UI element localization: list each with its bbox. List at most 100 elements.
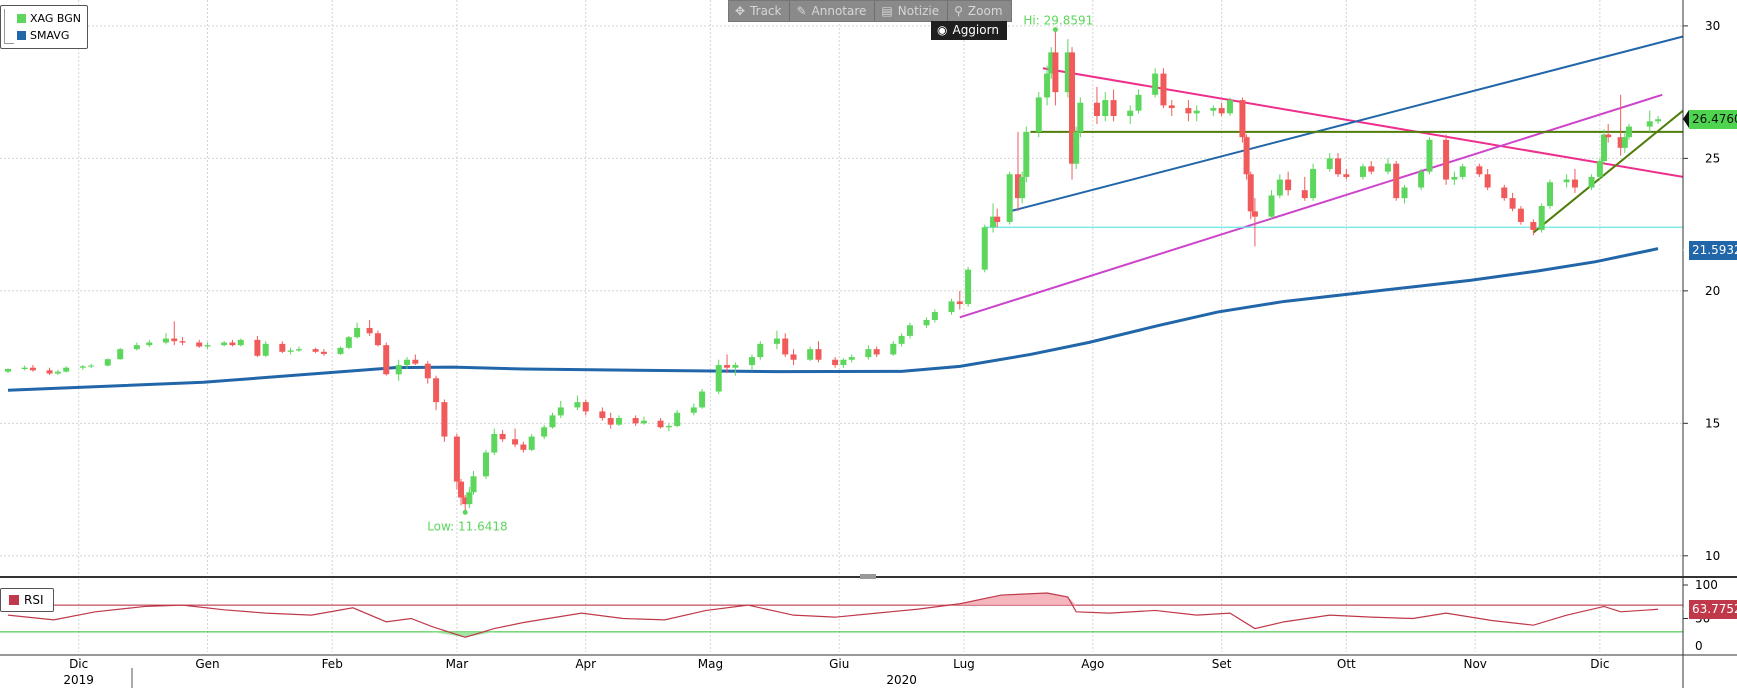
- candle-body: [1218, 108, 1225, 114]
- candle-body: [63, 367, 70, 372]
- candle: [1546, 179, 1553, 209]
- annotate-button[interactable]: ✎ Annotare: [790, 1, 876, 21]
- candle: [607, 412, 614, 429]
- candle-body: [1160, 73, 1167, 106]
- candle-body: [1451, 176, 1458, 180]
- candle: [21, 365, 28, 371]
- news-button[interactable]: ▤ Notizie: [875, 1, 949, 21]
- candle: [773, 330, 780, 350]
- candle: [1571, 168, 1578, 193]
- price-tick-label: 20: [1705, 284, 1720, 298]
- candle: [46, 367, 53, 376]
- candle: [965, 267, 972, 307]
- candle: [1517, 206, 1524, 225]
- candle: [1064, 39, 1071, 98]
- candle-body: [1251, 211, 1258, 217]
- candle: [1509, 192, 1516, 212]
- candle: [104, 358, 111, 367]
- candle: [29, 365, 36, 372]
- candle-body: [1127, 110, 1134, 116]
- high-marker: [1052, 27, 1058, 33]
- refresh-button[interactable]: ◉ Aggiorn: [931, 21, 1007, 40]
- candle: [1127, 105, 1134, 124]
- last-sma-value: 21.5932: [1692, 243, 1737, 257]
- candle-body: [1621, 137, 1628, 148]
- zoom-button[interactable]: ⚲ Zoom: [948, 1, 1010, 21]
- candle-body: [1077, 102, 1084, 132]
- candle: [690, 403, 697, 416]
- candle-body: [462, 497, 469, 505]
- candle-body: [5, 369, 11, 372]
- candle: [1093, 86, 1100, 124]
- candle-body: [1006, 174, 1013, 222]
- candle-body: [865, 349, 872, 358]
- candle-body: [732, 365, 739, 368]
- candle: [345, 335, 352, 350]
- month-label: Mag: [698, 657, 723, 671]
- magnifier-icon: ⚲: [954, 4, 963, 18]
- rsi-line: [7, 592, 1659, 638]
- candle-body: [931, 312, 938, 320]
- candle: [466, 486, 473, 509]
- candle-body: [541, 427, 548, 437]
- candle: [1251, 198, 1258, 247]
- candle-body: [179, 341, 186, 343]
- candle-body: [981, 227, 988, 270]
- candle: [1110, 89, 1117, 122]
- candle: [1501, 184, 1508, 201]
- candle-body: [1335, 158, 1342, 175]
- low-annotation: Low: 11.6418: [427, 519, 507, 533]
- month-label: Gen: [195, 657, 219, 671]
- low-marker: [462, 509, 468, 515]
- candle: [54, 369, 61, 376]
- grid-layer: [0, 0, 1683, 652]
- candle-body: [1326, 158, 1333, 169]
- candle: [990, 203, 997, 233]
- candle: [171, 321, 178, 346]
- candle-body: [1596, 161, 1603, 177]
- candle-body: [607, 418, 614, 425]
- text-layer: Dic Gen Feb Mar Apr Mag Giu Lug Ago Set Ott Nov Dic 2…: [63, 14, 1609, 687]
- candle: [287, 347, 294, 355]
- candle-body: [312, 349, 319, 352]
- candle: [1268, 190, 1275, 220]
- candle: [1044, 65, 1051, 106]
- candle-body: [773, 338, 780, 344]
- price-legend[interactable]: XAG BGN SMAVG: [0, 5, 88, 49]
- candle: [1239, 97, 1246, 143]
- legend-entry-xag[interactable]: XAG BGN: [17, 11, 81, 25]
- candle-body: [1035, 97, 1042, 132]
- candle: [88, 363, 95, 369]
- candle: [1401, 184, 1408, 204]
- candle-body: [1546, 182, 1553, 207]
- candle: [898, 333, 905, 347]
- candle: [557, 400, 564, 419]
- candle-body: [1605, 134, 1612, 138]
- legend-entry-smavg[interactable]: SMAVG: [17, 28, 69, 42]
- candle: [1393, 161, 1400, 201]
- month-label: Mar: [446, 657, 469, 671]
- candle: [599, 407, 606, 421]
- candle: [1451, 171, 1458, 185]
- candle: [782, 333, 789, 358]
- candle-body: [295, 349, 302, 351]
- candle: [665, 423, 672, 432]
- candle: [1443, 134, 1450, 185]
- candle: [1343, 168, 1350, 180]
- candle-body: [965, 269, 972, 305]
- candle-body: [956, 301, 963, 305]
- candle-body: [171, 338, 178, 342]
- candle: [433, 375, 440, 411]
- legend-swatch-smavg: [17, 30, 26, 40]
- candle-body: [699, 391, 706, 408]
- candle-body: [412, 359, 419, 364]
- candle: [981, 224, 988, 273]
- candle-body: [104, 359, 111, 366]
- candle-body: [1044, 73, 1051, 98]
- month-label: Nov: [1463, 657, 1486, 671]
- candle-body: [441, 402, 448, 437]
- rsi-legend[interactable]: RSI: [0, 588, 54, 612]
- candle-body: [466, 492, 473, 505]
- candle-body: [482, 452, 489, 477]
- track-button[interactable]: ✥ Track: [729, 1, 791, 21]
